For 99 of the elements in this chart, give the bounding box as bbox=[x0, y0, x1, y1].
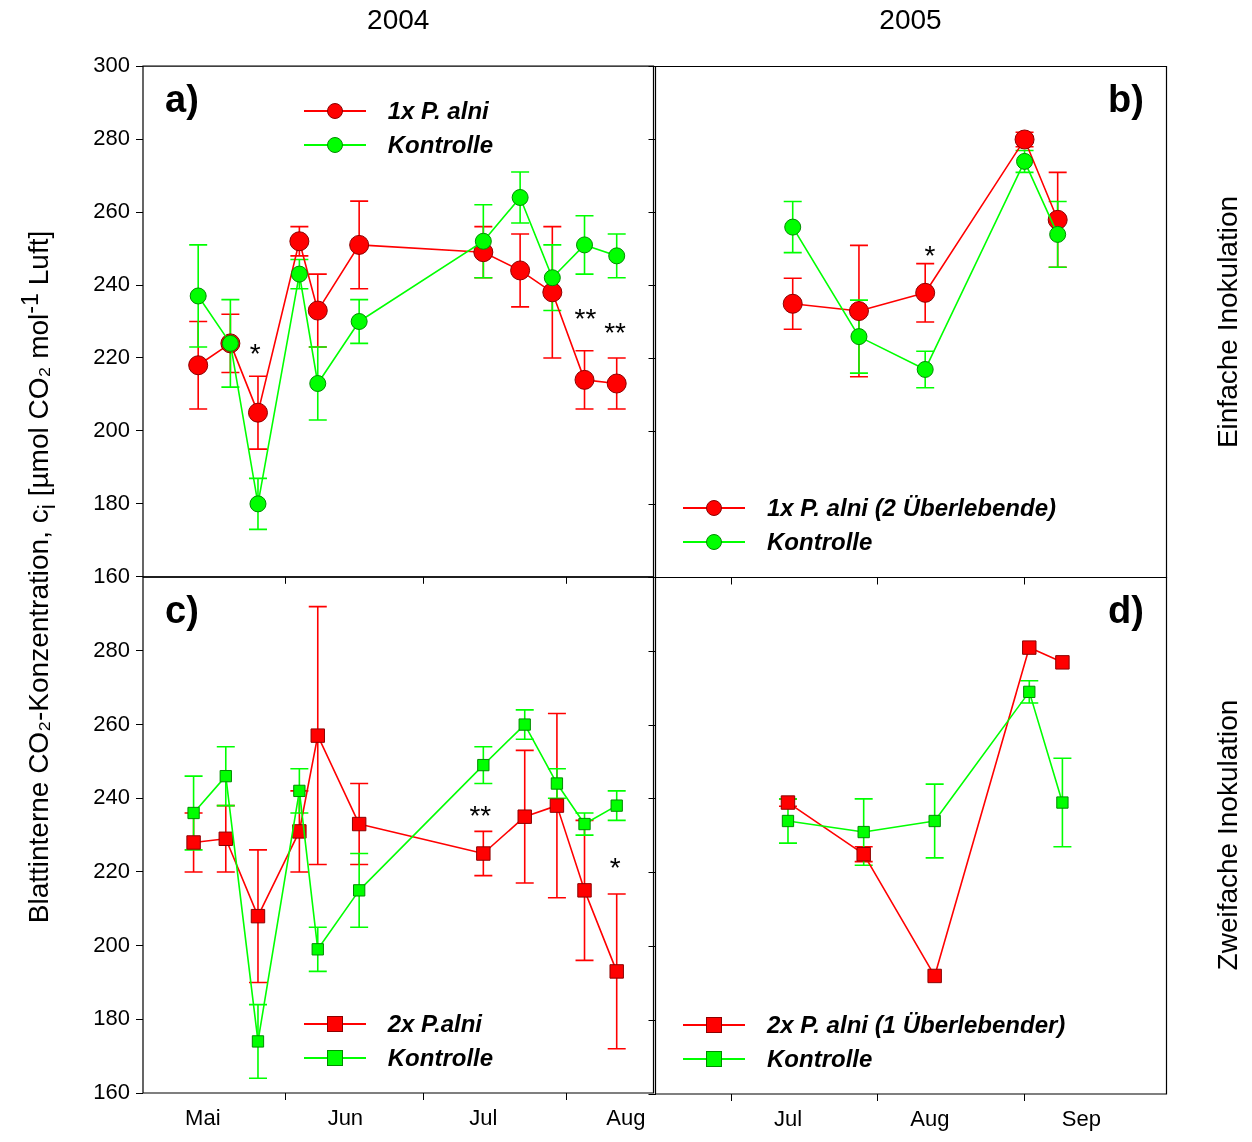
y-tick-label: 220 bbox=[93, 857, 130, 883]
y-tick-label: 300 bbox=[93, 52, 130, 78]
point bbox=[848, 300, 869, 321]
legend-label: 2x P. alni (1 Überlebender) bbox=[767, 1010, 1066, 1039]
annotation: * bbox=[249, 337, 261, 369]
point bbox=[474, 232, 492, 250]
y2-axis-title: Zweifache Inokulation bbox=[1211, 698, 1244, 973]
point bbox=[189, 287, 207, 305]
point bbox=[311, 942, 324, 956]
annotation: d) bbox=[1108, 589, 1144, 632]
annotation: c) bbox=[165, 588, 199, 632]
point bbox=[247, 402, 268, 423]
point bbox=[576, 236, 594, 254]
point bbox=[309, 374, 327, 392]
x-tick-label: Jul bbox=[469, 1105, 498, 1131]
point bbox=[574, 369, 595, 390]
point bbox=[782, 293, 803, 314]
point bbox=[518, 718, 531, 731]
point bbox=[350, 312, 368, 330]
annotation: ** bbox=[469, 800, 492, 832]
point bbox=[914, 282, 935, 303]
point bbox=[578, 817, 591, 830]
point bbox=[289, 231, 310, 252]
point bbox=[293, 784, 306, 797]
y-tick-label: 240 bbox=[93, 270, 130, 296]
point bbox=[186, 835, 201, 850]
legend-label: Kontrolle bbox=[767, 1044, 873, 1073]
annotation: a) bbox=[165, 77, 199, 121]
point bbox=[251, 1035, 265, 1048]
x-tick-label: Aug bbox=[909, 1105, 949, 1131]
annotation: ** bbox=[604, 316, 626, 348]
point bbox=[916, 360, 934, 378]
point bbox=[781, 814, 794, 827]
point bbox=[1054, 654, 1070, 670]
y-tick-label: 180 bbox=[93, 1005, 130, 1031]
y2-axis-title: Einfache Inokulation bbox=[1211, 194, 1244, 450]
point bbox=[1022, 685, 1035, 698]
point bbox=[783, 218, 801, 236]
y-tick-label: 160 bbox=[93, 1078, 130, 1104]
point bbox=[351, 816, 367, 832]
point bbox=[608, 247, 626, 265]
legend-label: Kontrolle bbox=[387, 1043, 494, 1072]
point bbox=[249, 495, 267, 513]
legend-label: 1x P. alni (2 Überlebende) bbox=[767, 494, 1056, 522]
point bbox=[1055, 795, 1069, 809]
point bbox=[849, 327, 867, 345]
annotation: * bbox=[609, 851, 621, 883]
point bbox=[290, 265, 308, 283]
point bbox=[250, 908, 266, 924]
point bbox=[610, 799, 623, 812]
point bbox=[218, 831, 233, 846]
chart-title: 2004 bbox=[366, 4, 431, 36]
point bbox=[1021, 639, 1037, 655]
legend-label: 2x P.alni bbox=[387, 1009, 483, 1038]
point bbox=[550, 777, 564, 790]
legend-label: Kontrolle bbox=[767, 528, 873, 556]
y-tick-label: 220 bbox=[93, 343, 130, 369]
x-tick-label: Jul bbox=[773, 1105, 802, 1131]
x-tick-label: Jun bbox=[327, 1105, 364, 1131]
point bbox=[1048, 225, 1066, 243]
point bbox=[926, 968, 942, 983]
legend-label: 1x P. alni bbox=[387, 96, 489, 125]
point bbox=[928, 814, 941, 827]
y-tick-label: 200 bbox=[93, 931, 130, 957]
point bbox=[349, 234, 370, 255]
x-tick-label: Mai bbox=[185, 1105, 221, 1131]
y-tick-label: 260 bbox=[93, 197, 130, 223]
point bbox=[219, 769, 232, 783]
point bbox=[543, 269, 561, 287]
point bbox=[606, 373, 627, 394]
point bbox=[577, 882, 592, 898]
chart-title: 2005 bbox=[878, 4, 943, 36]
point bbox=[549, 798, 565, 813]
point bbox=[609, 964, 624, 979]
x-tick-label: Aug bbox=[606, 1105, 646, 1131]
annotation: * bbox=[924, 239, 936, 271]
legend-label: Kontrolle bbox=[387, 130, 494, 159]
point bbox=[476, 846, 491, 861]
point bbox=[188, 355, 209, 376]
y-tick-label: 280 bbox=[93, 125, 130, 150]
point bbox=[477, 758, 490, 772]
point bbox=[307, 300, 328, 321]
point bbox=[857, 825, 870, 838]
point bbox=[510, 260, 531, 281]
y-tick-label: 240 bbox=[93, 784, 130, 810]
annotation: b) bbox=[1108, 78, 1144, 121]
point bbox=[353, 884, 366, 897]
y-tick-label: 180 bbox=[93, 489, 130, 515]
x-tick-label: Sep bbox=[1061, 1105, 1101, 1131]
y-tick-label: 280 bbox=[93, 636, 130, 662]
point bbox=[511, 188, 529, 206]
y-tick-label: 200 bbox=[93, 416, 130, 442]
point bbox=[542, 282, 563, 303]
point bbox=[517, 809, 532, 824]
y-tick-label: 160 bbox=[93, 562, 130, 588]
annotation: ** bbox=[574, 302, 597, 334]
y-tick-label: 260 bbox=[93, 710, 130, 736]
point bbox=[187, 806, 200, 819]
point bbox=[310, 728, 325, 743]
